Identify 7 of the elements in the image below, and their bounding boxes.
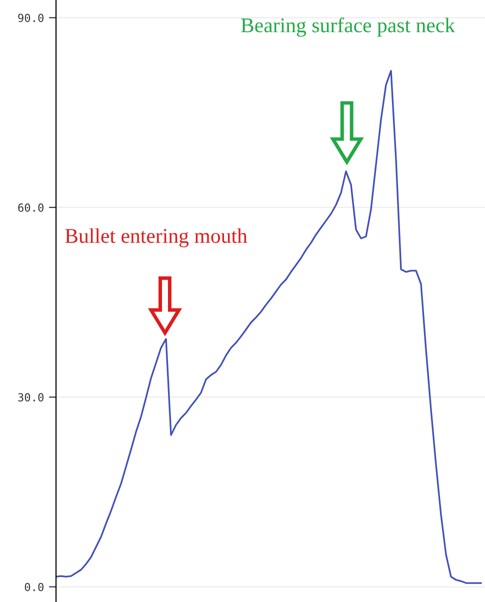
annotation: Bearing surface past neck bbox=[241, 18, 456, 37]
annotation: Bullet entering mouth bbox=[65, 228, 248, 248]
y-tick-label: 30.0 bbox=[18, 393, 44, 402]
y-tick-label: 60.0 bbox=[18, 203, 44, 212]
y-tick-label: 90.0 bbox=[18, 14, 44, 22]
line-series bbox=[56, 70, 482, 584]
y-tick-label: 0.0 bbox=[24, 582, 44, 592]
